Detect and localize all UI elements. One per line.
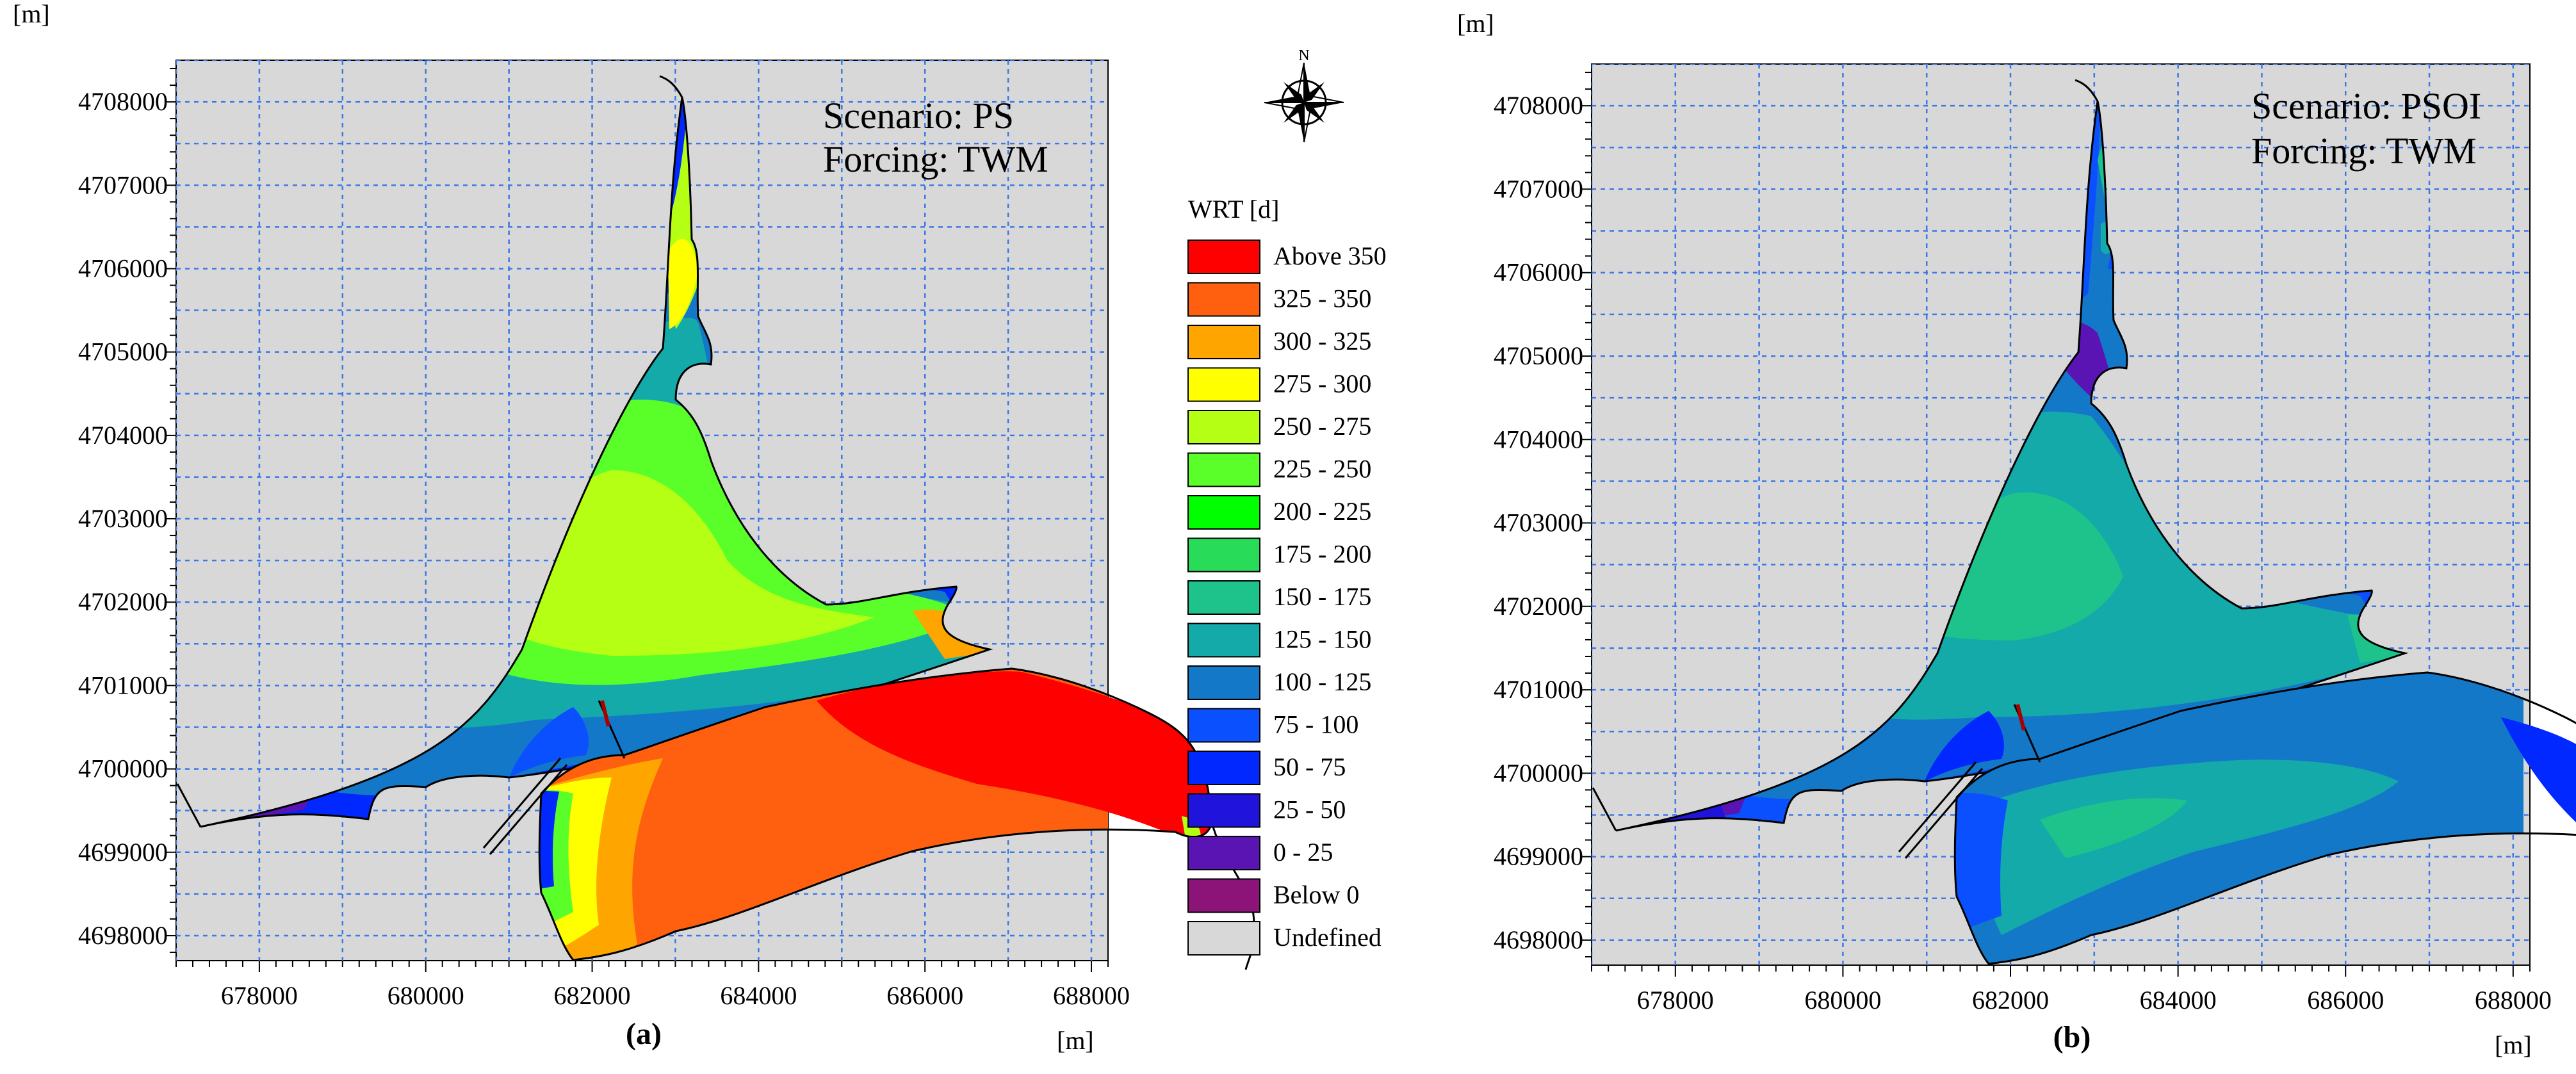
legend-swatch [1187, 537, 1260, 573]
y-tick-label: 4698000 [1494, 925, 1583, 954]
legend-swatch [1187, 452, 1260, 487]
y-tick-label: 4704000 [78, 421, 168, 450]
grid-a [176, 60, 1108, 961]
legend-label: Above 350 [1273, 241, 1387, 270]
legend-swatch [1187, 921, 1260, 956]
y-unit-label-a: [m] [13, 0, 50, 28]
scenario-label-b: Scenario: PSOI [2251, 85, 2481, 127]
y-unit-label-b: [m] [1457, 9, 1494, 38]
north-basin-outline-a [200, 97, 993, 828]
legend-swatch [1187, 410, 1260, 444]
y-tick-label: 4701000 [1494, 675, 1583, 704]
scenario-label-a: Scenario: PS [823, 95, 1014, 136]
legend-label: 150 - 175 [1273, 582, 1371, 611]
y-tick-label: 4701000 [78, 671, 168, 699]
north-basin-outline-b [1615, 101, 2409, 832]
x-unit-label-a: [m] [1057, 1026, 1094, 1055]
legend-swatch [1187, 836, 1260, 870]
legend: WRT [d] Above 350 325 - 350 300 - 325 275 -… [1187, 195, 1387, 956]
legend-swatch [1187, 708, 1260, 743]
legend-label: 0 - 25 [1273, 838, 1333, 867]
x-tick-label: 678000 [221, 981, 298, 1010]
legend-label: 250 - 275 [1273, 412, 1371, 441]
y-tick-label: 4699000 [78, 838, 168, 867]
x-tick-label: 686000 [886, 981, 963, 1010]
y-tick-label: 4708000 [78, 87, 168, 116]
legend-swatch [1187, 622, 1260, 658]
y-tick-label: 4699000 [1494, 842, 1583, 871]
legend-swatch [1187, 367, 1260, 402]
legend-label: 300 - 325 [1273, 327, 1371, 355]
y-tick-label: 4705000 [78, 338, 168, 366]
legend-label: Below 0 [1273, 881, 1359, 909]
north-arrow: N [1264, 47, 1344, 143]
legend-label: Undefined [1273, 923, 1382, 952]
y-tick-label: 4698000 [78, 921, 168, 950]
legend-label: 125 - 150 [1273, 625, 1371, 654]
x-tick-label: 680000 [387, 981, 464, 1010]
x-unit-label-b: [m] [2495, 1030, 2532, 1059]
x-tick-label: 686000 [2307, 986, 2384, 1014]
y-tick-label: 4702000 [78, 587, 168, 616]
legend-swatch [1187, 878, 1260, 913]
legend-swatch [1187, 580, 1260, 615]
legend-label: 225 - 250 [1273, 455, 1371, 484]
x-tick-label: 682000 [554, 981, 631, 1010]
panel-caption-b: (b) [2053, 1020, 2091, 1054]
axes-a: 678000 680000 682000 684000 686000 688000 4698… [78, 68, 1130, 1010]
y-tick-label: 4703000 [78, 504, 168, 533]
legend-swatch [1187, 793, 1260, 828]
legend-swatch [1187, 325, 1260, 359]
panel-a: 678000 680000 682000 684000 686000 688000 4698… [13, 0, 1255, 1055]
legend-label: 50 - 75 [1273, 753, 1346, 781]
y-tick-label: 4707000 [1494, 174, 1583, 203]
legend-swatch [1187, 665, 1260, 700]
y-tick-label: 4705000 [1494, 341, 1583, 370]
forcing-label-b: Forcing: TWM [2251, 130, 2477, 172]
x-tick-label: 684000 [2140, 986, 2217, 1014]
axes-b: 678000 680000 682000 684000 686000 688000 4698… [1494, 72, 2552, 1014]
legend-label: 325 - 350 [1273, 284, 1371, 313]
x-tick-label: 688000 [2475, 986, 2552, 1014]
legend-label: 200 - 225 [1273, 497, 1371, 526]
south-basin-outline-b [1953, 671, 2576, 965]
x-tick-label: 684000 [720, 981, 797, 1010]
x-tick-label: 682000 [1972, 986, 2049, 1014]
y-tick-label: 4706000 [78, 254, 168, 282]
y-tick-label: 4700000 [78, 754, 168, 783]
legend-label: 100 - 125 [1273, 667, 1371, 696]
forcing-label-a: Forcing: TWM [823, 138, 1048, 180]
y-tick-label: 4703000 [1494, 509, 1583, 537]
y-tick-label: 4700000 [1494, 758, 1583, 787]
y-tick-label: 4704000 [1494, 425, 1583, 453]
legend-label: 25 - 50 [1273, 795, 1346, 824]
legend-label: 275 - 300 [1273, 370, 1371, 398]
legend-title: WRT [d] [1188, 195, 1279, 224]
legend-swatch [1187, 282, 1260, 317]
y-tick-label: 4706000 [1494, 258, 1583, 287]
legend-swatch [1187, 240, 1260, 274]
panel-caption-a: (a) [626, 1017, 662, 1051]
legend-label: 75 - 100 [1273, 710, 1358, 739]
x-tick-label: 680000 [1804, 986, 1881, 1014]
y-tick-label: 4707000 [78, 170, 168, 199]
y-tick-label: 4702000 [1494, 592, 1583, 621]
panel-b: 678000 680000 682000 684000 686000 688000 4698… [1457, 9, 2576, 1059]
legend-swatch [1187, 495, 1260, 530]
compass-n-label: N [1298, 47, 1309, 64]
x-tick-label: 688000 [1053, 981, 1130, 1010]
y-tick-label: 4708000 [1494, 91, 1583, 120]
legend-label: 175 - 200 [1273, 540, 1371, 569]
x-tick-label: 678000 [1637, 986, 1714, 1014]
legend-swatch [1187, 751, 1260, 785]
